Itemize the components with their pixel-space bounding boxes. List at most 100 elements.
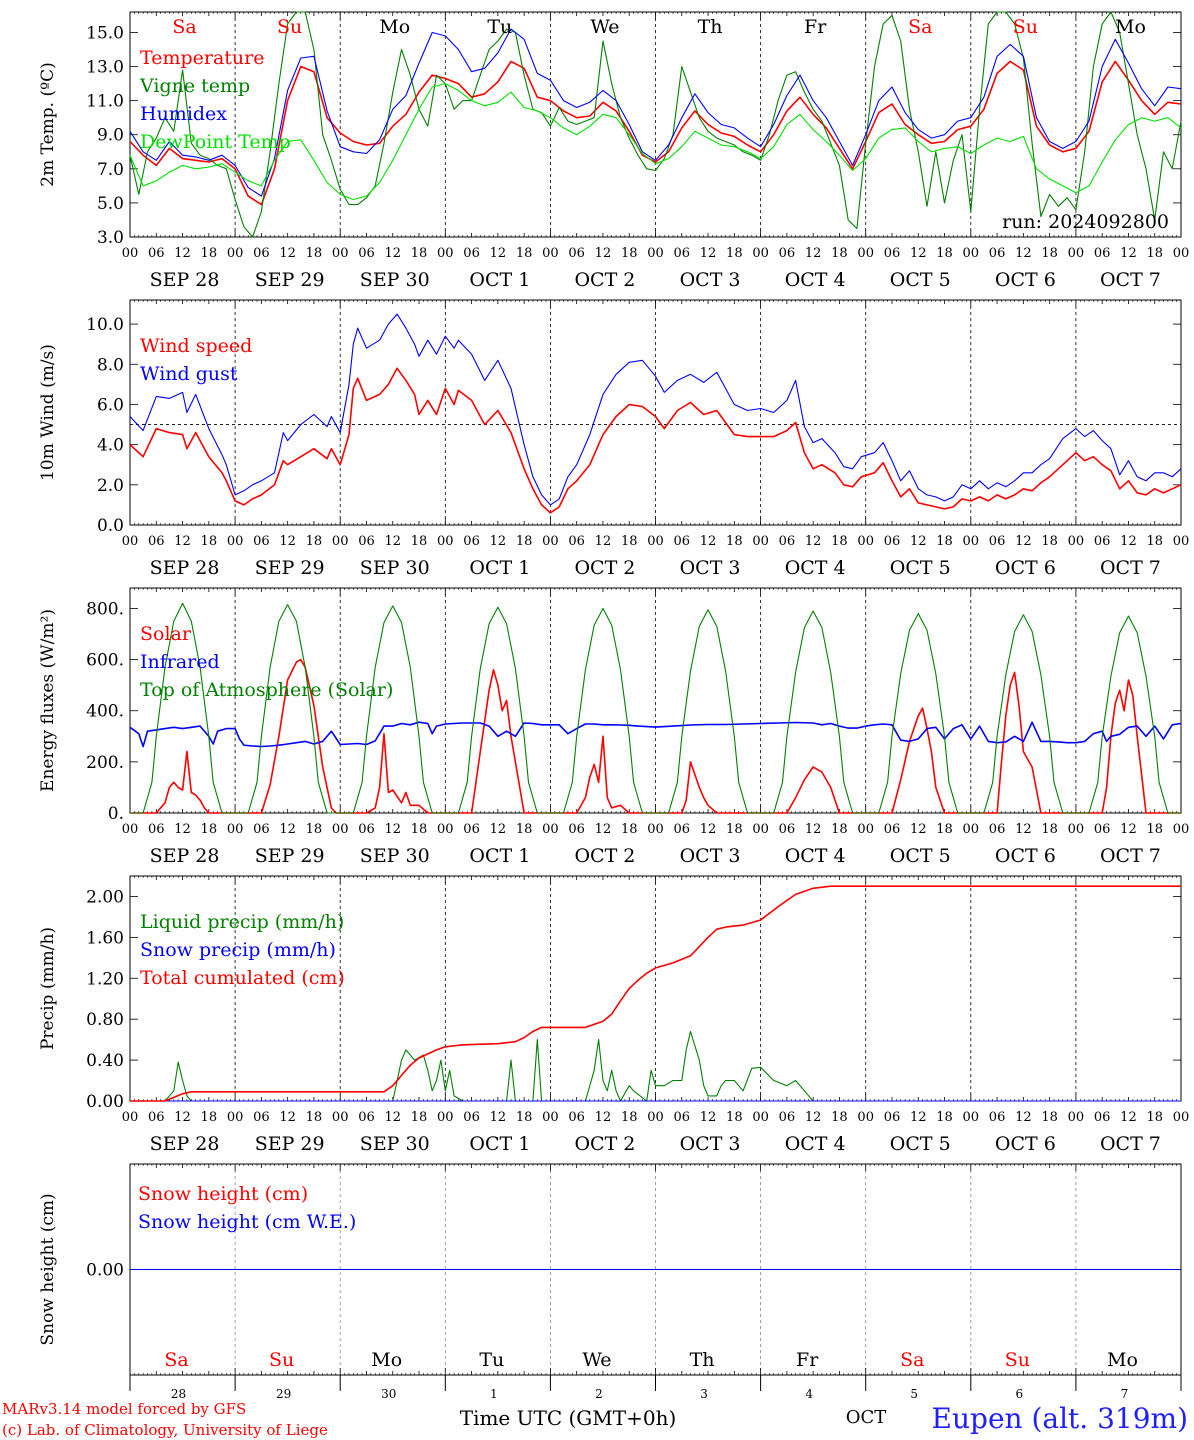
day-number: 1 [490, 1387, 498, 1401]
legend-entry: Solar [140, 623, 192, 645]
hour-label: 12 [1015, 1110, 1032, 1125]
y-tick-label: 8.0 [97, 355, 124, 375]
date-label: OCT 7 [1100, 1133, 1161, 1155]
date-label: SEP 28 [150, 557, 220, 579]
hour-label: 18 [306, 1110, 323, 1125]
date-label: OCT 6 [995, 1133, 1056, 1155]
hour-label: 06 [989, 822, 1006, 837]
hour-label: 18 [411, 246, 428, 261]
hour-label: 18 [306, 246, 323, 261]
hour-label: 06 [674, 1110, 691, 1125]
date-label: SEP 30 [360, 269, 430, 291]
hour-label: 00 [857, 534, 874, 549]
date-label: OCT 2 [574, 845, 635, 867]
hour-label: 00 [332, 534, 349, 549]
hour-label: 00 [752, 534, 769, 549]
date-label: SEP 28 [150, 269, 220, 291]
date-label: OCT 6 [995, 845, 1056, 867]
hour-label: 12 [910, 246, 927, 261]
hour-label: 12 [174, 822, 191, 837]
hour-label: 18 [1041, 1110, 1058, 1125]
day-number: 6 [1016, 1387, 1024, 1401]
day-of-week: Th [690, 1349, 715, 1371]
hour-label: 00 [752, 822, 769, 837]
series-line-1 [129, 367, 1182, 514]
hour-label: 18 [831, 822, 848, 837]
hour-label: 12 [700, 822, 717, 837]
y-tick-label: 7.0 [97, 160, 124, 180]
hour-label: 18 [621, 1110, 638, 1125]
hour-label: 12 [384, 822, 401, 837]
hour-label: 00 [542, 822, 559, 837]
y-tick-label: 4.0 [97, 436, 124, 456]
hour-label: 00 [1173, 534, 1190, 549]
hour-label: 00 [227, 822, 244, 837]
hour-label: 12 [700, 1110, 717, 1125]
hour-label: 00 [857, 246, 874, 261]
day-number: 7 [1121, 1387, 1129, 1401]
y-tick-label: 0. [108, 804, 124, 824]
hour-label: 12 [384, 246, 401, 261]
date-label: OCT 7 [1100, 557, 1161, 579]
hour-label: 18 [936, 246, 953, 261]
date-label: SEP 28 [150, 845, 220, 867]
hour-label: 00 [647, 822, 664, 837]
hour-label: 06 [779, 822, 796, 837]
y-tick-label: 200. [86, 753, 124, 773]
day-number: 4 [805, 1387, 813, 1401]
hour-label: 18 [1146, 246, 1163, 261]
hour-label: 00 [437, 1110, 454, 1125]
hour-label: 00 [122, 246, 139, 261]
hour-label: 06 [463, 534, 480, 549]
y-tick-label: 11.0 [86, 92, 124, 112]
day-of-week: Mo [371, 1349, 402, 1371]
y-tick-label: 800. [86, 599, 124, 619]
series-line-1 [130, 1030, 1181, 1102]
hour-label: 00 [437, 534, 454, 549]
y-tick-label: 3.0 [97, 228, 124, 248]
legend-entry: Liquid precip (mm/h) [140, 911, 344, 933]
hour-label: 18 [726, 1110, 743, 1125]
y-tick-label: 9.0 [97, 126, 124, 146]
hour-label: 12 [1015, 534, 1032, 549]
legend-entry: Infrared [140, 651, 220, 673]
hour-label: 12 [174, 534, 191, 549]
hour-label: 00 [647, 1110, 664, 1125]
y-tick-label: 13.0 [86, 58, 124, 78]
hour-label: 00 [437, 822, 454, 837]
y-axis-label: Snow height (cm) [38, 1193, 58, 1345]
date-label: OCT 3 [680, 1133, 741, 1155]
legend-entry: Top of Atmosphere (Solar) [140, 679, 393, 701]
legend-entry: Snow height (cm W.E.) [138, 1211, 356, 1233]
hour-label: 12 [595, 246, 612, 261]
y-tick-label: 1.20 [86, 969, 124, 989]
date-label: OCT 4 [785, 557, 846, 579]
series-line-3 [129, 28, 1182, 197]
date-label: OCT 5 [890, 1133, 951, 1155]
hour-label: 00 [1068, 1110, 1085, 1125]
hour-label: 12 [490, 1110, 507, 1125]
series-line-3 [130, 885, 1181, 1102]
hour-label: 00 [437, 246, 454, 261]
y-axis-label: 2m Temp. (ºC) [38, 62, 58, 187]
series-line-2 [129, 313, 1182, 506]
date-label: OCT 1 [469, 845, 530, 867]
hour-label: 18 [411, 1110, 428, 1125]
hour-label: 06 [989, 534, 1006, 549]
hour-label: 12 [1015, 246, 1032, 261]
date-label: OCT 1 [469, 557, 530, 579]
date-label: OCT 7 [1100, 269, 1161, 291]
date-label: OCT 5 [890, 845, 951, 867]
y-tick-label: 1.60 [86, 928, 124, 948]
hour-label: 06 [148, 1110, 165, 1125]
date-label: SEP 29 [255, 557, 325, 579]
day-of-week: Fr [804, 16, 827, 38]
y-axis-label: Precip (mm/h) [38, 927, 58, 1050]
hour-label: 06 [674, 822, 691, 837]
day-number: 2 [595, 1387, 603, 1401]
day-number: 3 [700, 1387, 708, 1401]
date-label: SEP 30 [360, 557, 430, 579]
day-of-week: Tu [487, 16, 512, 38]
hour-label: 06 [884, 246, 901, 261]
panel-4: 0.00 0.40 0.80 1.20 1.60 2.00 Precip (mm/h) Liq… [38, 875, 1189, 1155]
